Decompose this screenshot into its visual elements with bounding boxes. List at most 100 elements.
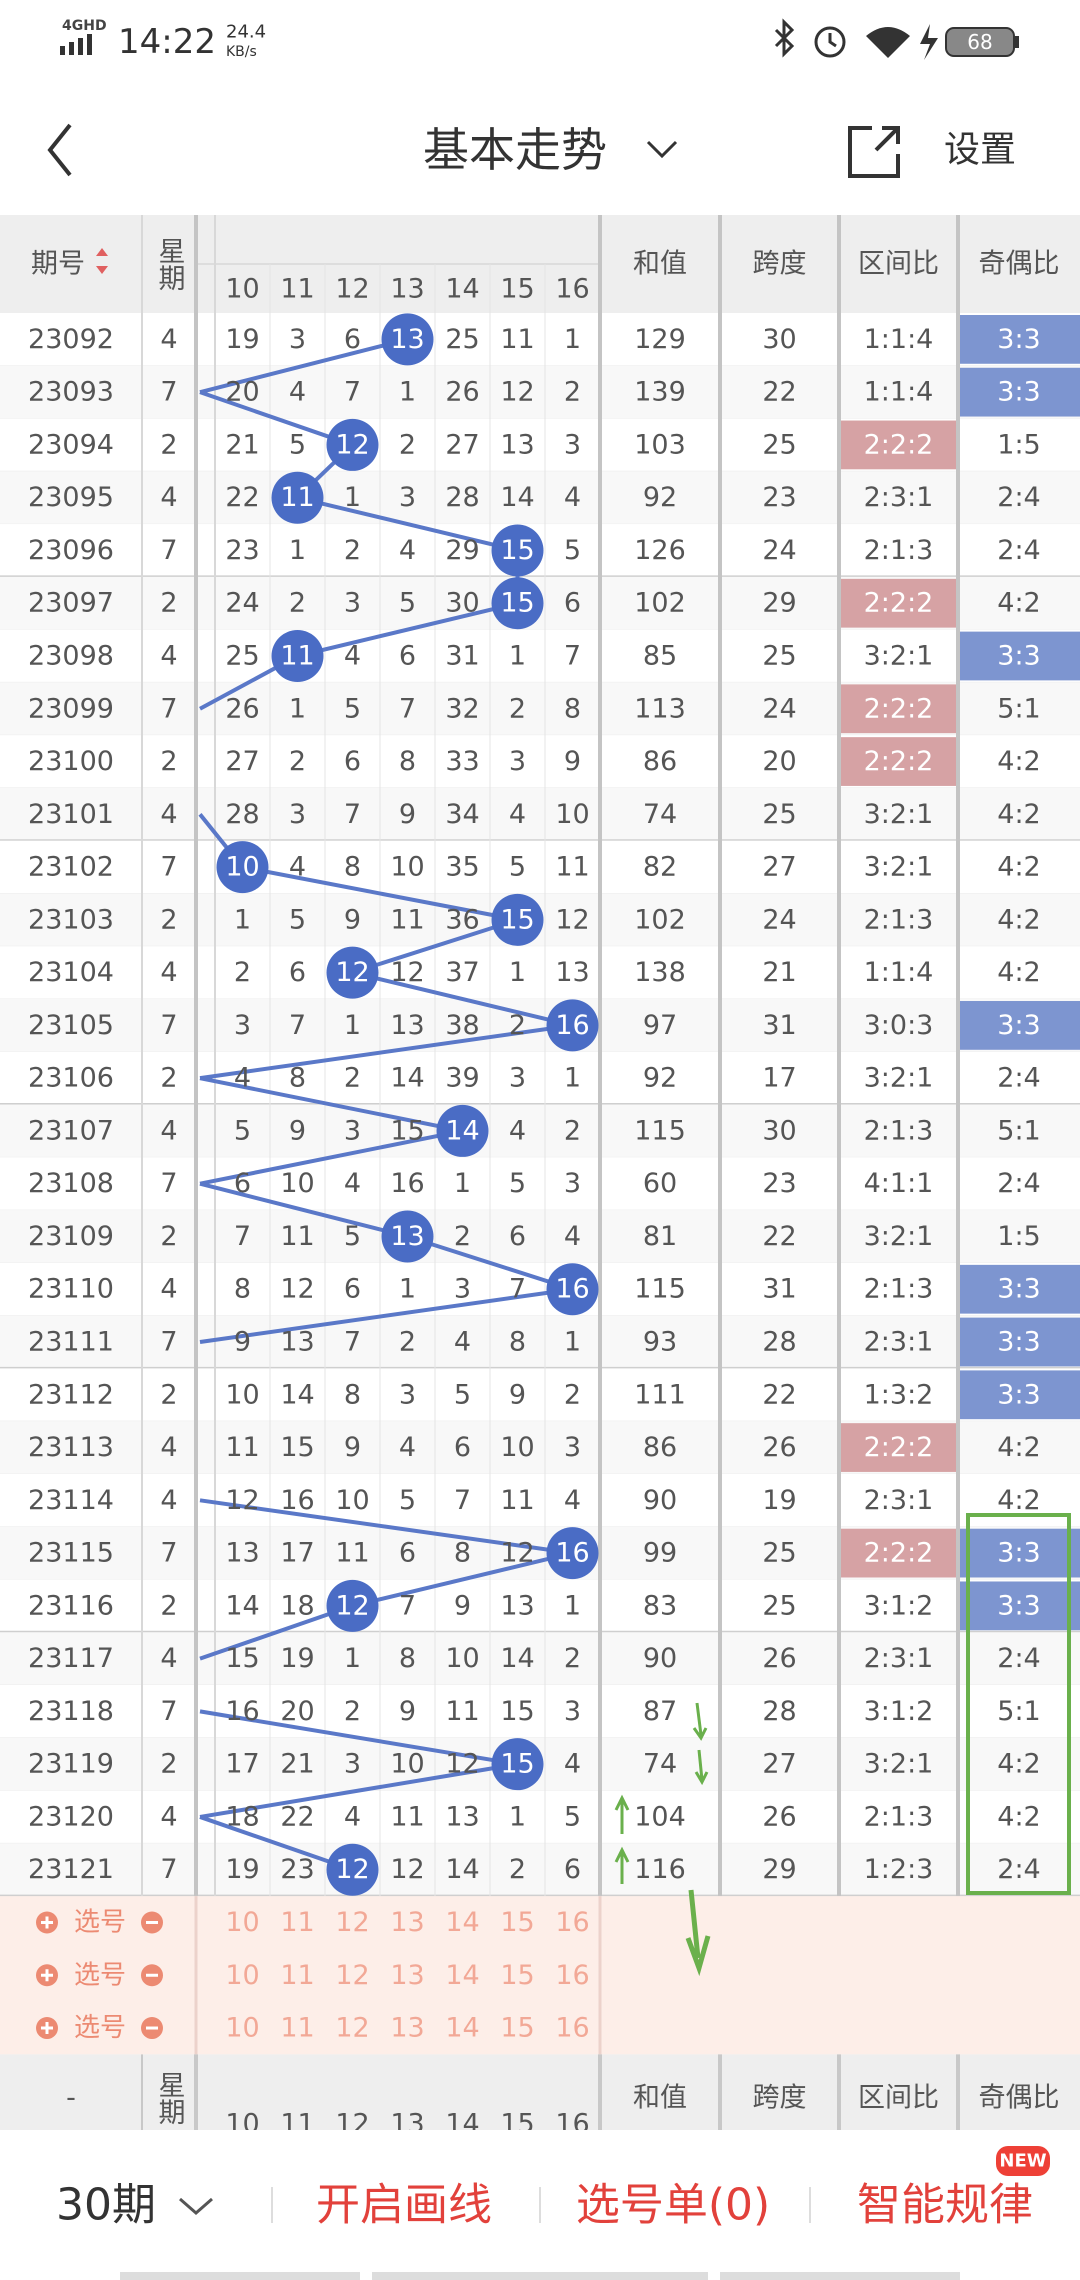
omission-number: 39: [445, 1063, 479, 1094]
select-number[interactable]: 16: [555, 1907, 589, 1938]
omission-number: 19: [280, 1643, 314, 1674]
omission-number: 3: [344, 1115, 361, 1146]
hit-ball: [326, 418, 379, 471]
range-ratio: 3:2:1: [864, 852, 934, 883]
row-bg: [0, 1104, 1080, 1158]
hit-ball: [271, 630, 324, 683]
parity-ratio: 4:2: [997, 957, 1040, 988]
span-value: 26: [762, 1432, 796, 1463]
row-bg: [0, 1632, 1080, 1686]
omission-number: 10: [445, 1643, 479, 1674]
parity-ratio: 1:5: [997, 429, 1040, 460]
share-button[interactable]: [848, 126, 900, 178]
back-button[interactable]: [47, 123, 72, 177]
omission-number: 25: [225, 641, 259, 672]
trend-line: [199, 1128, 463, 1186]
select-number[interactable]: 15: [500, 2013, 534, 2044]
draw-lines-button[interactable]: 开启画线: [316, 2180, 492, 2231]
select-number[interactable]: 10: [225, 1960, 259, 1991]
page-title[interactable]: 基本走势: [423, 123, 607, 177]
smart-rules-button[interactable]: 智能规律: [857, 2180, 1033, 2231]
sum-value: 86: [643, 746, 677, 777]
weekday: 4: [160, 1115, 177, 1146]
new-badge: [996, 2146, 1050, 2176]
select-number[interactable]: 16: [555, 1960, 589, 1991]
sum-value: 85: [643, 641, 677, 672]
row-bg: [0, 1210, 1080, 1263]
select-number[interactable]: 13: [390, 2013, 424, 2044]
span-value: 20: [762, 746, 796, 777]
range-ratio: 3:0:3: [864, 1010, 934, 1041]
signal-bar: [87, 34, 92, 55]
column-header: 12: [335, 274, 369, 305]
hit-number: 15: [500, 904, 534, 935]
select-number[interactable]: 11: [280, 1907, 314, 1938]
omission-number: 18: [280, 1590, 314, 1621]
omission-number: 22: [225, 482, 259, 513]
select-number[interactable]: 12: [335, 1907, 369, 1938]
omission-number: 14: [445, 1854, 479, 1885]
select-number[interactable]: 14: [445, 1960, 479, 1991]
pick-list-button[interactable]: 选号单(0): [576, 2180, 770, 2231]
omission-number: 4: [399, 1432, 416, 1463]
select-number[interactable]: 13: [390, 1960, 424, 1991]
range-ratio: 2:2:2: [864, 1538, 934, 1569]
weekday: 2: [160, 429, 177, 460]
issue-number: 23101: [28, 799, 114, 830]
omission-number: 3: [399, 482, 416, 513]
omission-number: 11: [555, 852, 589, 883]
select-number[interactable]: 14: [445, 1907, 479, 1938]
parity-ratio: 3:3: [997, 324, 1040, 355]
omission-number: 10: [280, 1168, 314, 1199]
omission-number: 4: [344, 1168, 361, 1199]
sum-value: 81: [643, 1221, 677, 1252]
row-bg: [0, 1368, 1080, 1422]
period-selector[interactable]: 30期: [56, 2180, 156, 2231]
omission-number: 6: [344, 1274, 361, 1305]
select-number[interactable]: 10: [225, 1907, 259, 1938]
omission-number: 2: [344, 535, 361, 566]
omission-number: 27: [445, 429, 479, 460]
omission-number: 15: [390, 1115, 424, 1146]
omission-number: 6: [344, 746, 361, 777]
range-ratio: 1:3:2: [864, 1379, 934, 1410]
select-number[interactable]: 15: [500, 1960, 534, 1991]
trend-line: [199, 1076, 463, 1133]
column-header: 奇偶比: [979, 249, 1060, 280]
settings-button[interactable]: 设置: [944, 130, 1016, 171]
range-ratio: 2:3:1: [864, 482, 934, 513]
omission-number: 1: [289, 693, 306, 724]
select-number[interactable]: 11: [280, 2013, 314, 2044]
omission-number: 10: [390, 1749, 424, 1780]
title-dropdown[interactable]: [646, 140, 678, 159]
omission-number: 10: [500, 1432, 534, 1463]
omission-number: 2: [344, 1063, 361, 1094]
select-number[interactable]: 12: [335, 1960, 369, 1991]
trend-line: [199, 1181, 408, 1239]
hit-number: 15: [500, 535, 534, 566]
range-ratio: 3:1:2: [864, 1696, 934, 1727]
omission-number: 7: [289, 1010, 306, 1041]
omission-number: 14: [280, 1379, 314, 1410]
select-number[interactable]: 12: [335, 2013, 369, 2044]
span-value: 26: [762, 1801, 796, 1832]
omission-number: 1: [454, 1168, 471, 1199]
issue-number: 23094: [28, 429, 114, 460]
hit-ball: [491, 577, 544, 630]
select-number[interactable]: 16: [555, 2013, 589, 2044]
parity-ratio: 2:4: [997, 535, 1040, 566]
omission-number: 9: [234, 1327, 251, 1358]
select-number[interactable]: 11: [280, 1960, 314, 1991]
sum-value: 139: [634, 377, 686, 408]
select-number[interactable]: 15: [500, 1907, 534, 1938]
omission-number: 11: [225, 1432, 259, 1463]
select-number[interactable]: 10: [225, 2013, 259, 2044]
select-number[interactable]: 13: [390, 1907, 424, 1938]
trend-line: [199, 1023, 573, 1081]
omission-number: 4: [564, 1221, 581, 1252]
weekday: 2: [160, 1590, 177, 1621]
omission-number: 5: [399, 1485, 416, 1516]
span-value: 30: [762, 1115, 796, 1146]
issue-number: 23121: [28, 1854, 114, 1885]
select-number[interactable]: 14: [445, 2013, 479, 2044]
